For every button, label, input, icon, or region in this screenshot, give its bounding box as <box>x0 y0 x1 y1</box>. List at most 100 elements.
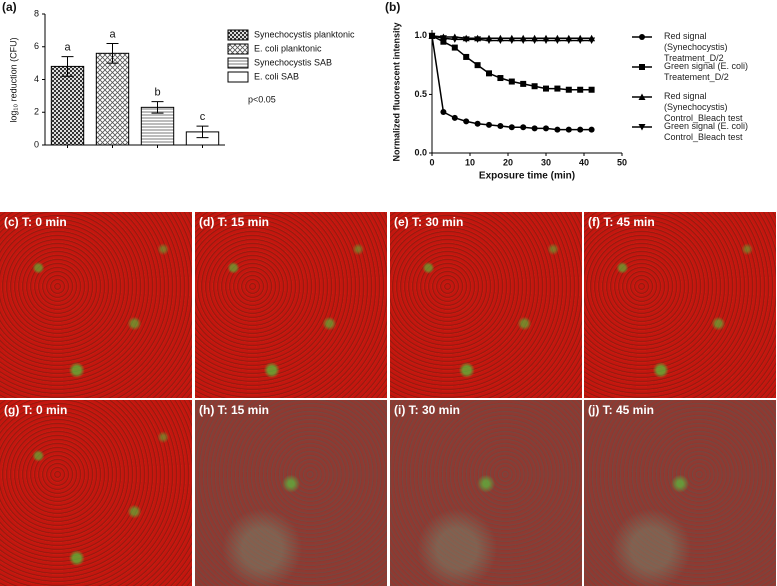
micrograph: (g) T: 0 min <box>0 400 192 586</box>
marker <box>588 86 595 93</box>
micrograph: (d) T: 15 min <box>195 212 387 398</box>
panel-label: (a) <box>2 0 17 14</box>
marker <box>577 126 584 133</box>
marker <box>519 37 527 45</box>
marker <box>639 64 645 70</box>
marker <box>486 70 492 77</box>
marker <box>497 75 504 82</box>
marker <box>508 78 515 85</box>
panel-label: (d) T: 15 min <box>199 215 270 229</box>
marker <box>508 124 515 131</box>
legend-swatch <box>227 57 249 69</box>
marker <box>440 38 447 45</box>
legend-label: Green signal (E. coli) Control_Bleach te… <box>664 121 749 142</box>
x-tick-label: 20 <box>503 157 513 167</box>
panel-label: (c) T: 0 min <box>4 215 67 229</box>
y-tick-label: 0.5 <box>414 89 427 99</box>
marker <box>638 124 646 131</box>
marker <box>474 62 481 69</box>
micrograph: (j) T: 45 min <box>584 400 776 586</box>
marker <box>508 37 516 45</box>
marker <box>451 114 458 121</box>
marker <box>576 37 584 45</box>
marker <box>463 118 470 125</box>
panel-label: (b) <box>385 0 400 14</box>
bar-letter: c <box>200 111 206 123</box>
marker <box>439 35 447 42</box>
marker <box>531 83 538 90</box>
micrograph: (f) T: 45 min <box>584 212 776 398</box>
error-bar <box>61 56 74 77</box>
bar <box>140 106 175 146</box>
marker <box>577 86 584 93</box>
legend-label: Synechocystis planktonic <box>254 29 355 39</box>
marker <box>451 36 459 43</box>
marker <box>638 93 646 100</box>
x-tick-label: 40 <box>579 157 589 167</box>
charts: (a) (b) p<0.05 log₁₀ reduction (CFU) Nor… <box>2 0 652 182</box>
y-tick-label: 4 <box>34 74 39 84</box>
legend-label: E. coli planktonic <box>254 43 322 53</box>
marker <box>565 126 572 133</box>
marker <box>485 37 493 45</box>
marker <box>554 126 561 133</box>
marker <box>543 85 549 92</box>
y-tick-label: 0.0 <box>414 147 427 157</box>
marker <box>543 125 549 132</box>
bar-letter: a <box>64 41 71 53</box>
x-tick-label: 50 <box>617 157 627 167</box>
bar-letter: b <box>154 87 160 99</box>
panel-label: (j) T: 45 min <box>588 403 655 417</box>
marker <box>565 86 572 93</box>
y-tick-label: 6 <box>34 41 39 51</box>
marker <box>588 37 596 45</box>
legend-label: Red signal (Synechocystis) Control_Bleac… <box>664 91 743 123</box>
x-tick-label: 10 <box>465 157 475 167</box>
bar-letter: a <box>109 28 116 40</box>
legend-swatch <box>227 71 249 83</box>
legend-label: Synechocystis SAB <box>254 57 332 67</box>
bar <box>50 65 85 146</box>
marker <box>554 85 561 92</box>
legend-swatch <box>227 43 249 55</box>
marker <box>462 36 470 43</box>
marker <box>531 125 538 132</box>
y-tick-label: 1.0 <box>414 30 427 40</box>
marker <box>588 126 595 133</box>
micrograph: (e) T: 30 min <box>390 212 582 398</box>
legend-swatch <box>227 29 249 41</box>
legend-label: Green signal (E. coli) Treatement_D/2 <box>664 61 749 82</box>
error-bar <box>151 101 164 114</box>
marker <box>565 37 573 45</box>
marker <box>520 124 527 131</box>
panel-label: (e) T: 30 min <box>394 215 464 229</box>
panel-label: (g) T: 0 min <box>4 403 68 417</box>
y-tick-label: 0 <box>34 139 39 149</box>
marker <box>542 37 550 45</box>
panel-label: (f) T: 45 min <box>588 215 655 229</box>
legend-label: E. coli SAB <box>254 71 299 81</box>
marker <box>520 80 527 87</box>
marker <box>463 53 470 60</box>
y-tick-label: 2 <box>34 107 39 117</box>
marker <box>496 37 504 45</box>
x-tick-label: 30 <box>541 157 551 167</box>
bar <box>95 52 130 146</box>
x-tick-label: 0 <box>429 157 434 167</box>
marker <box>553 37 561 45</box>
marker <box>440 109 447 115</box>
marker <box>531 37 539 45</box>
error-bar <box>196 125 209 139</box>
marker <box>474 36 482 43</box>
marker <box>474 120 481 127</box>
micrograph: (i) T: 30 min <box>390 400 582 586</box>
error-bar <box>106 42 119 64</box>
micrograph: (c) T: 0 min <box>0 212 192 398</box>
micrograph: (h) T: 15 min <box>195 400 387 586</box>
y-tick-label: 8 <box>34 8 39 18</box>
panel-label: (i) T: 30 min <box>394 403 461 417</box>
x-axis-label: Exposure time (min) <box>479 171 575 182</box>
y-axis-label: Normalized fluorescent intensity <box>391 22 401 161</box>
marker <box>486 121 492 128</box>
